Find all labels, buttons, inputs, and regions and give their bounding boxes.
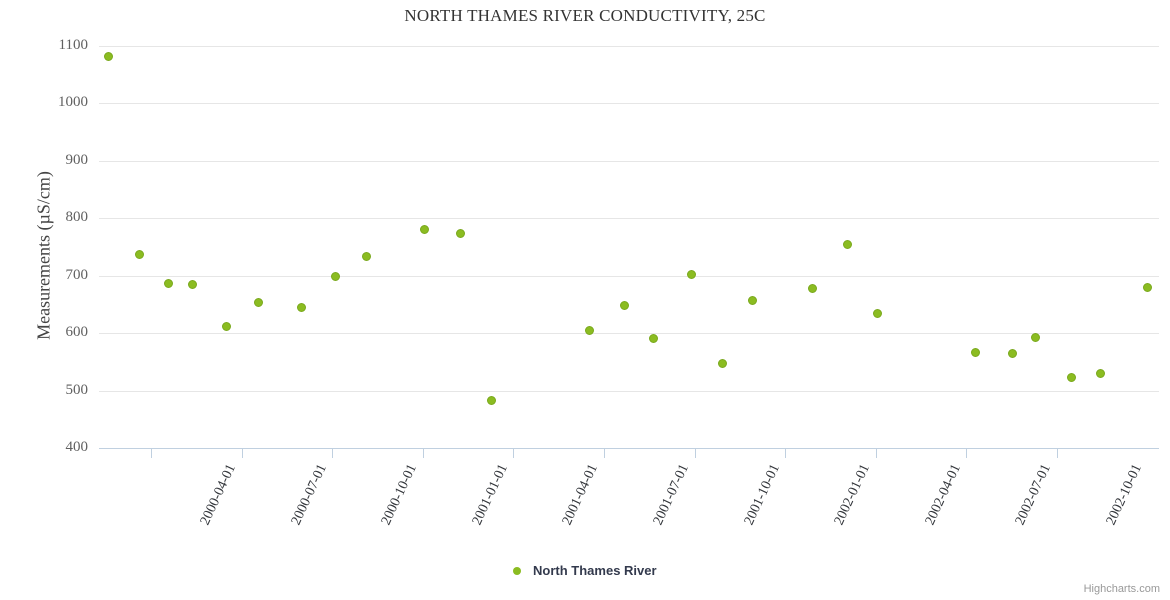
y-axis-tick-label: 800 (65, 209, 89, 226)
x-axis-tick-label: 2001-01-01 (469, 462, 511, 528)
x-axis-tick-label: 2001-07-01 (650, 462, 692, 528)
x-axis-tick-mark (785, 449, 787, 458)
x-axis-tick-label: 2000-04-01 (197, 462, 239, 528)
x-axis-tick-mark (966, 449, 968, 458)
x-axis-tick-mark (151, 449, 152, 458)
data-point[interactable] (1007, 349, 1017, 359)
y-axis-tick-label: 600 (65, 324, 89, 341)
chart-legend: North Thames River (0, 562, 1170, 578)
x-axis-tick-mark (694, 449, 696, 458)
data-point[interactable] (842, 239, 852, 249)
data-point[interactable] (221, 322, 231, 332)
x-axis-tick-label: 2001-04-01 (560, 462, 602, 528)
x-axis-line (99, 448, 1159, 449)
x-axis-tick-label: 2002-07-01 (1013, 462, 1055, 528)
data-point[interactable] (619, 301, 629, 311)
data-point[interactable] (1066, 373, 1076, 383)
data-point[interactable] (253, 298, 263, 308)
data-point[interactable] (103, 52, 113, 62)
y-axis-tick-label: 900 (65, 151, 89, 168)
gridline (99, 46, 1159, 47)
x-axis-tick-mark (332, 449, 334, 458)
x-axis-tick-label: 2002-01-01 (831, 462, 874, 528)
x-axis-tick-mark (513, 449, 515, 458)
data-point[interactable] (455, 228, 465, 238)
legend-marker-icon (513, 566, 522, 575)
x-axis-tick-label: 2000-07-01 (288, 462, 330, 528)
data-point[interactable] (361, 252, 371, 262)
legend-item-north-thames-river[interactable]: North Thames River (513, 562, 657, 579)
data-point[interactable] (419, 224, 429, 234)
gridline (99, 333, 1159, 335)
data-point[interactable] (296, 302, 306, 312)
data-point[interactable] (1142, 282, 1152, 292)
gridline (99, 160, 1159, 162)
data-point[interactable] (1095, 369, 1105, 379)
data-point[interactable] (486, 395, 496, 405)
y-axis-tick-label: 1100 (58, 37, 88, 53)
data-point[interactable] (134, 249, 144, 259)
data-point[interactable] (330, 271, 340, 281)
data-point[interactable] (686, 270, 696, 280)
chart-credits[interactable]: Highcharts.com (1083, 583, 1160, 595)
plot-area (99, 46, 1159, 449)
x-axis-tick-mark (422, 449, 424, 458)
data-point[interactable] (747, 296, 757, 306)
x-axis-tick-label: 2000-10-01 (378, 462, 421, 528)
data-point[interactable] (807, 284, 817, 294)
y-axis-tick-label: 500 (65, 381, 89, 398)
x-axis-tick-label: 2002-10-01 (1103, 462, 1145, 528)
x-axis-tick-mark (875, 449, 877, 458)
gridline (99, 390, 1159, 392)
x-axis-tick-label: 2002-04-01 (922, 462, 964, 528)
data-point[interactable] (872, 308, 882, 318)
data-point[interactable] (163, 279, 173, 289)
legend-item-label: North Thames River (533, 563, 657, 579)
data-point[interactable] (1030, 333, 1040, 343)
y-axis-tick-label: 1000 (58, 94, 88, 111)
x-axis-tick-mark (1057, 449, 1058, 458)
y-axis-tick-label: 400 (65, 439, 89, 455)
data-point[interactable] (584, 325, 594, 335)
data-point[interactable] (187, 280, 197, 290)
x-axis-tick-mark (241, 449, 243, 458)
x-axis-tick-label: 2001-10-01 (741, 462, 783, 528)
data-point[interactable] (717, 358, 727, 368)
x-axis-tick-mark (604, 449, 605, 458)
y-axis-tick-label: 700 (65, 266, 89, 283)
chart-title: NORTH THAMES RIVER CONDUCTIVITY, 25C (404, 6, 766, 25)
gridline (99, 275, 1159, 277)
gridline (99, 218, 1159, 220)
gridline (99, 103, 1159, 105)
data-point[interactable] (970, 348, 980, 358)
data-point[interactable] (648, 334, 658, 344)
